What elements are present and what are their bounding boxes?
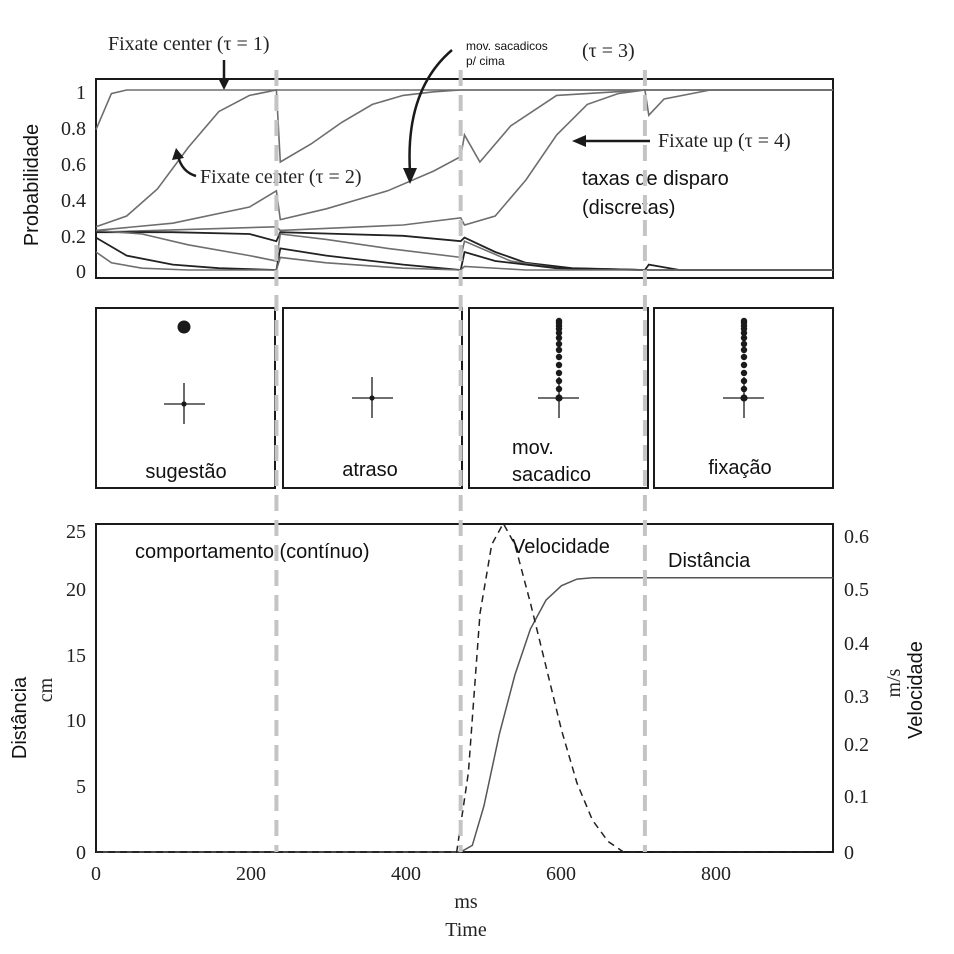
dist-ytick: 10 [66,710,86,732]
arrow-fixate-center-2 [176,155,197,178]
vel-ytick: 0.6 [844,526,869,548]
prob-ytick: 0.6 [61,154,86,176]
probability-line [95,89,833,228]
trajectory-dot [740,353,748,361]
velocity-line [96,521,833,853]
dist-ytick: 0 [76,842,86,864]
vel-ytick: 0.1 [844,786,869,808]
trajectory-dot [555,346,563,354]
prob-ytick: 1 [76,82,86,104]
vel-ylabel-unit: m/s [883,668,905,697]
xtick: 800 [701,863,731,885]
xtick: 400 [391,863,421,885]
annotation-fixate-center-1: Fixate center (τ = 1) [108,33,269,55]
annotation-taxas-2: (discretas) [582,197,675,219]
arrowhead-fixate-center-1 [218,78,230,90]
trajectory-dot [740,369,748,377]
arrowhead-fixate-up [572,135,586,147]
annotation-sacadicos-1: mov. sacadicos [466,39,548,53]
dist-ytick: 25 [66,521,86,543]
prob-ylabel: Probabilidade [21,124,43,246]
phase-panel-fixacao [653,307,834,489]
dist-ylabel-unit: cm [35,677,57,702]
trajectory-dot [555,317,563,325]
dist-ytick: 15 [66,645,86,667]
phase-label-mov: mov. [512,437,554,459]
trajectory-dot [740,317,748,325]
arrowhead-sacadicos [403,168,417,184]
prob-ytick: 0.2 [61,226,86,248]
probability-line [96,231,833,271]
annotation-fixate-up-4: Fixate up (τ = 4) [658,130,791,152]
vel-ytick: 0.2 [844,734,869,756]
x-axis-unit: ms [454,891,478,913]
trajectory-dot [740,385,748,393]
vel-ylabel: Velocidade [905,641,927,739]
trajectory-dot [555,377,563,385]
trajectory-dot [740,361,748,369]
probability-line [95,89,833,233]
dist-ytick: 20 [66,579,86,601]
trajectory-dot [555,369,563,377]
behavior-panel: 25 20 15 10 5 0 0.6 0.5 0.4 0.3 0.2 0.1 … [9,521,927,941]
probability-line [95,89,833,232]
vel-ytick: 0 [844,842,854,864]
prob-ytick: 0.8 [61,118,86,140]
trajectory-dot [555,334,563,342]
trajectory-dot [555,385,563,393]
probability-frame [95,78,834,279]
trajectory-dot [740,346,748,354]
xtick: 600 [546,863,576,885]
probability-line [95,89,833,130]
dist-ytick: 5 [76,776,86,798]
arrow-sacadicos [408,49,453,173]
vel-ytick: 0.5 [844,579,869,601]
phase-panel-sacadico [468,307,649,489]
annotation-tau-3: (τ = 3) [582,40,635,62]
trajectory-dot [740,340,748,348]
phase-panels: sugestão atraso mov. sacadico fixação [95,307,834,489]
saccade-trajectory [555,317,563,402]
prob-ytick: 0.4 [61,190,86,212]
probability-panel: 1 0.8 0.6 0.4 0.2 0 Probabilidade Fixate… [21,33,834,283]
trajectory-dot [740,377,748,385]
annotation-sacadicos-2: p/ cima [466,54,505,68]
eye-position-dot [369,395,375,401]
eye-position-dot [181,401,187,407]
annotation-distancia: Distância [668,550,751,572]
phase-label-fixacao: fixação [708,457,771,479]
behavior-frame [95,523,834,853]
probability-line [95,229,833,271]
behavior-series [96,521,833,853]
cue-dot [177,320,191,334]
x-axis-label: Time [445,919,487,941]
phase-label-atraso: atraso [342,459,398,481]
trajectory-dot [555,394,563,402]
phase-label-sacadico: sacadico [512,464,591,486]
vel-ytick: 0.4 [844,633,869,655]
trajectory-dot [555,361,563,369]
phase-label-sugestao: sugestão [145,461,226,483]
annotation-fixate-center-2: Fixate center (τ = 2) [200,166,361,188]
dist-ylabel: Distância [9,676,31,759]
probability-series [95,89,833,271]
trajectory-dot [555,340,563,348]
annotation-comportamento: comportamento (contínuo) [135,541,370,563]
probability-line [95,236,833,271]
xtick: 0 [91,863,101,885]
probability-line [95,251,833,271]
saccade-trajectory [740,317,748,402]
prob-ytick: 0 [76,261,86,283]
phase-boundaries [274,70,647,852]
arrowhead-fixate-center-2 [172,148,184,160]
annotation-taxas-1: taxas de disparo [582,168,729,190]
xtick: 200 [236,863,266,885]
annotation-velocidade: Velocidade [512,536,610,558]
trajectory-dot [740,394,748,402]
vel-ytick: 0.3 [844,686,869,708]
distance-line [96,577,833,853]
trajectory-dot [555,353,563,361]
trajectory-dot [740,334,748,342]
